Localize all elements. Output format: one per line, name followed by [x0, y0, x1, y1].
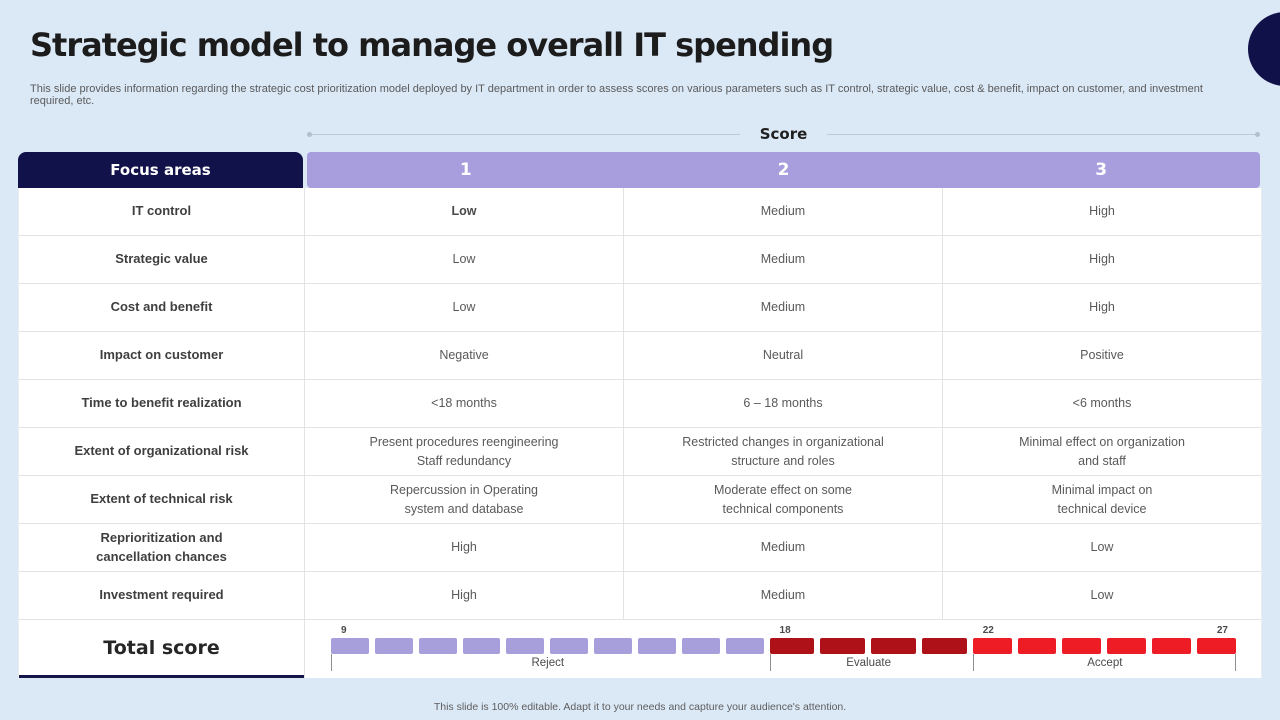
- row-value: Low: [942, 572, 1261, 619]
- scale-segment: [374, 638, 413, 654]
- scale-segments: [972, 638, 1237, 654]
- table-row-investment-required: Investment required High Medium Low: [19, 572, 1261, 620]
- scale-start-value: 22: [982, 625, 994, 636]
- scale-segment: [594, 638, 633, 654]
- row-value: Moderate effect on some technical compon…: [623, 476, 942, 523]
- row-label: Time to benefit realization: [81, 395, 242, 411]
- scale-segment: [331, 638, 369, 654]
- scale-segment: [462, 638, 501, 654]
- scale-end-value: 27: [1216, 625, 1228, 636]
- row-value: High: [304, 572, 623, 619]
- scale-bracket-label: Reject: [331, 654, 764, 671]
- corner-accent-circle: [1248, 12, 1280, 86]
- scale-bracket-label: Evaluate: [769, 654, 967, 671]
- total-score-area: 9 Reject 18 Evaluate 22 Accept 27: [304, 620, 1261, 678]
- score-axis-line-right: [827, 131, 1261, 137]
- row-value: Repercussion in Operating system and dat…: [304, 476, 623, 523]
- table-row-technical-risk: Extent of technical risk Repercussion in…: [19, 476, 1261, 524]
- row-value: 6 – 18 months: [623, 380, 942, 427]
- score-axis-label: Score: [759, 125, 808, 143]
- row-value: Neutral: [623, 332, 942, 379]
- scale-segment: [418, 638, 457, 654]
- scale-segment: [550, 638, 589, 654]
- score-column-2: 2: [777, 160, 790, 180]
- scale-bracket-label: Accept: [972, 654, 1236, 671]
- page-title: Strategic model to manage overall IT spe…: [30, 26, 834, 64]
- score-columns-header: 1 2 3: [307, 152, 1260, 188]
- row-value: Medium: [623, 572, 942, 619]
- row-label: Investment required: [99, 587, 224, 603]
- scale-segment: [638, 638, 676, 654]
- score-axis-header: Score: [307, 123, 1261, 145]
- row-label: Strategic value: [115, 251, 208, 267]
- scale-segment: [1062, 638, 1102, 654]
- slide-subtitle: This slide provides information regardin…: [30, 83, 1203, 107]
- scale-segment: [820, 638, 866, 654]
- total-score-label: Total score: [19, 620, 304, 678]
- table-row-it-control: IT control Low Medium High: [19, 188, 1261, 236]
- row-value: Medium: [623, 188, 942, 235]
- scale-segment: [1152, 638, 1192, 654]
- table-row-reprioritization: Reprioritization and cancellation chance…: [19, 524, 1261, 572]
- row-value: <6 months: [942, 380, 1261, 427]
- scale-start-value: 18: [779, 625, 791, 636]
- scale-segment: [681, 638, 720, 654]
- slide-footer-note: This slide is 100% editable. Adapt it to…: [433, 701, 847, 713]
- scale-segment: [1017, 638, 1057, 654]
- scale-segment: [1197, 638, 1237, 654]
- row-value: Low: [304, 188, 623, 235]
- row-value: Minimal effect on organization and staff: [942, 428, 1261, 475]
- table-row-cost-and-benefit: Cost and benefit Low Medium High: [19, 284, 1261, 332]
- total-score-scale: 9 Reject 18 Evaluate 22 Accept 27: [331, 625, 1237, 673]
- scale-section-reject: 9 Reject: [331, 625, 764, 673]
- row-label: Extent of technical risk: [90, 491, 233, 507]
- row-value: High: [304, 524, 623, 571]
- scale-start-value: 9: [341, 625, 347, 636]
- row-value: High: [942, 188, 1261, 235]
- row-value: Present procedures reengineering Staff r…: [304, 428, 623, 475]
- row-value: Minimal impact on technical device: [942, 476, 1261, 523]
- scale-segment: [1107, 638, 1147, 654]
- row-label: Extent of organizational risk: [74, 443, 249, 459]
- row-value: Low: [304, 236, 623, 283]
- scale-section-evaluate: 18 Evaluate: [769, 625, 967, 673]
- table-row-impact-on-customer: Impact on customer Negative Neutral Posi…: [19, 332, 1261, 380]
- scale-segment: [972, 638, 1012, 654]
- scale-segment: [871, 638, 916, 654]
- scale-segment: [506, 638, 545, 654]
- row-value: Medium: [623, 236, 942, 283]
- table-row-organizational-risk: Extent of organizational risk Present pr…: [19, 428, 1261, 476]
- axis-dot-right: [1255, 131, 1261, 137]
- scale-section-accept: 22 Accept: [972, 625, 1237, 673]
- focus-areas-header: Focus areas: [18, 152, 303, 188]
- row-value: Positive: [942, 332, 1261, 379]
- total-score-row: Total score 9 Reject 18 Evaluate 22 Accept 27: [18, 620, 1262, 678]
- scale-segments: [769, 638, 967, 654]
- row-value: Medium: [623, 284, 942, 331]
- table-row-time-to-benefit: Time to benefit realization <18 months 6…: [19, 380, 1261, 428]
- row-value: High: [942, 236, 1261, 283]
- row-label: Cost and benefit: [110, 299, 213, 315]
- scale-segment: [725, 638, 764, 654]
- row-value: Low: [942, 524, 1261, 571]
- axis-dot-left: [307, 131, 312, 137]
- scale-segments: [331, 638, 764, 654]
- row-label: Reprioritization and cancellation chance…: [96, 529, 227, 564]
- row-value: Negative: [304, 332, 623, 379]
- focus-areas-table: IT control Low Medium High Strategic val…: [18, 188, 1262, 620]
- row-value: Low: [304, 284, 623, 331]
- score-column-3: 3: [1095, 160, 1108, 180]
- row-value: Restricted changes in organizational str…: [623, 428, 942, 475]
- scale-segment: [921, 638, 967, 654]
- table-row-strategic-value: Strategic value Low Medium High: [19, 236, 1261, 284]
- row-label: IT control: [131, 203, 192, 219]
- row-label: Impact on customer: [99, 347, 224, 363]
- score-column-1: 1: [459, 160, 472, 180]
- score-axis-line-left: [307, 131, 740, 137]
- row-value: Medium: [623, 524, 942, 571]
- scale-segment: [769, 638, 815, 654]
- row-value: High: [942, 284, 1261, 331]
- row-value: <18 months: [304, 380, 623, 427]
